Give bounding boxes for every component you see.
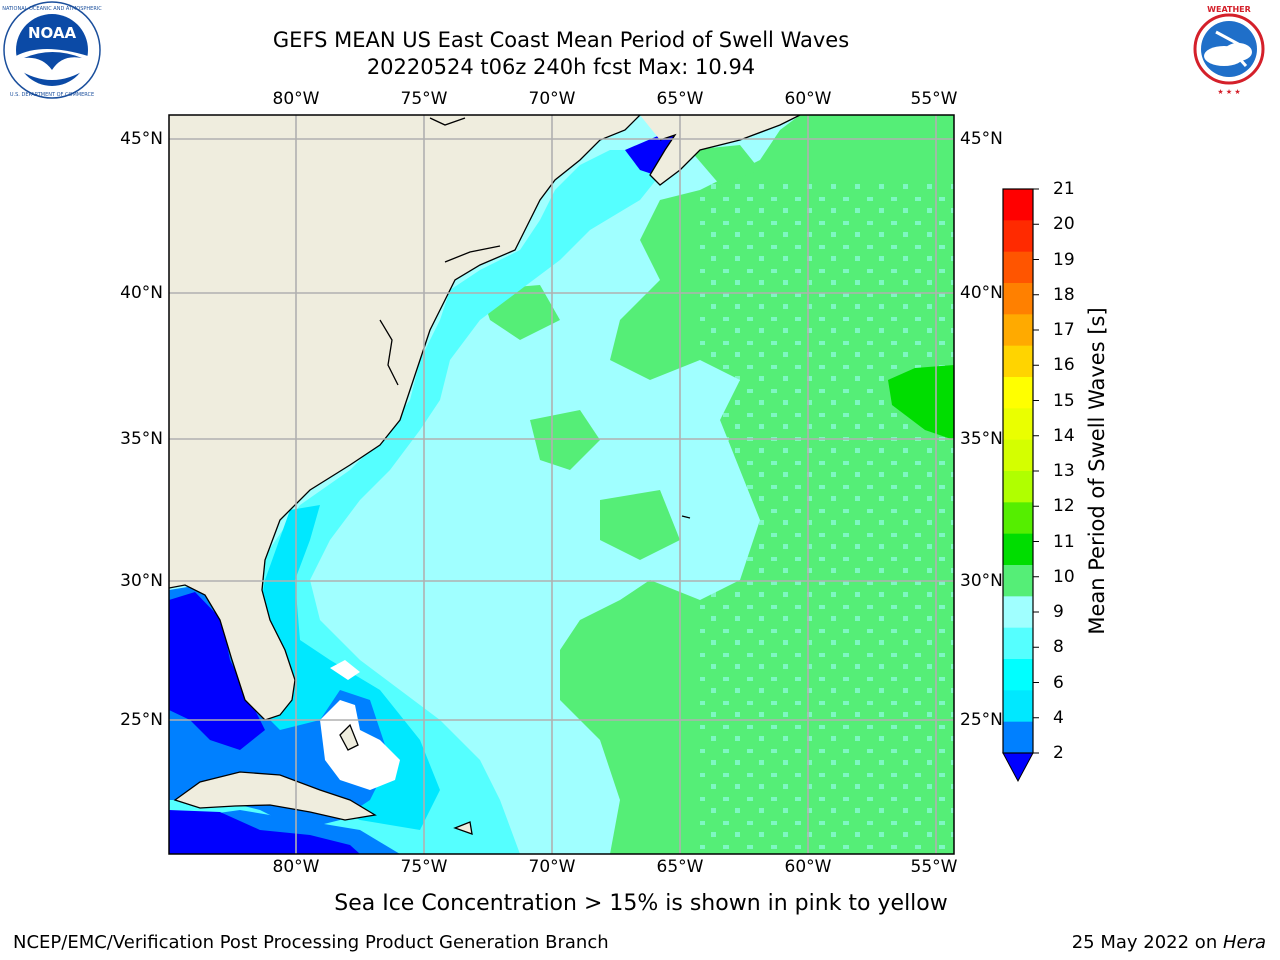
contour-9-10-patch-d [690, 145, 760, 185]
contour-below-2-a [169, 592, 265, 750]
colorbar-segment [1003, 408, 1033, 441]
colorbar-tick-label: 9 [1053, 602, 1064, 622]
lon-label-top-60w: 60°W [784, 89, 832, 109]
lon-label-top-70w: 70°W [528, 89, 576, 109]
noaa-logo: NOAA NATIONAL OCEANIC AND ATMOSPHERIC U.… [2, 1, 102, 99]
colorbar-segment [1003, 251, 1033, 284]
contour-below-2-b [169, 810, 360, 854]
svg-text:U.S. DEPARTMENT OF COMMERCE: U.S. DEPARTMENT OF COMMERCE [10, 92, 94, 98]
credit-line: NCEP/EMC/Verification Post Processing Pr… [13, 932, 609, 953]
bahamas-islands [340, 725, 472, 834]
nws-logo: WEATHER ★ ★ ★ [1182, 2, 1276, 96]
colorbar-segment [1003, 377, 1033, 409]
colorbar-segment [1003, 627, 1033, 660]
lat-label-left-40n: 40°N [120, 283, 163, 303]
colorbar-segment [1003, 690, 1033, 723]
colorbar-tick-label: 16 [1053, 355, 1075, 376]
lat-label-left-45n: 45°N [120, 129, 163, 149]
contour-below-2-gulf-maine [625, 125, 685, 175]
lat-label-right-30n: 30°N [960, 571, 1003, 591]
lon-label-bottom-65w: 65°W [656, 857, 704, 877]
machine-name: Hera [1222, 932, 1266, 953]
graticule [169, 115, 954, 854]
contour-9-10-patch-c [600, 490, 680, 560]
colorbar-segment [1003, 721, 1033, 754]
chart-subtitle: 20220524 t06z 240h fcst Max: 10.94 [366, 55, 756, 79]
lat-label-left-30n: 30°N [120, 571, 163, 591]
contour-9-10-patch-a [530, 410, 600, 470]
colorbar-segment [1003, 189, 1033, 221]
colorbar-segment [1003, 283, 1033, 315]
colorbar-tick-label: 2 [1053, 743, 1064, 763]
colorbar-tick-label: 20 [1053, 214, 1075, 235]
lon-label-bottom-55w: 55°W [910, 857, 958, 877]
colorbar-segment [1003, 471, 1033, 503]
run-date-text: 25 May 2022 on [1071, 932, 1223, 953]
grand-bahama-mask [330, 660, 360, 680]
colorbar-segment [1003, 345, 1033, 378]
colorbar-segment [1003, 220, 1033, 253]
colorbar-tick-label: 17 [1053, 320, 1075, 340]
lat-label-right-35n: 35°N [960, 429, 1003, 449]
bahamas-mask [320, 700, 400, 790]
lat-label-right-40n: 40°N [960, 283, 1003, 303]
colorbar-segment [1003, 439, 1033, 472]
colorbar-tick-label: 15 [1053, 390, 1075, 411]
lon-label-top-80w: 80°W [272, 89, 320, 109]
lat-label-right-25n: 25°N [960, 710, 1003, 730]
colorbar-segment [1003, 596, 1033, 629]
svg-text:★ ★ ★: ★ ★ ★ [1217, 88, 1240, 96]
chart-title: GEFS MEAN US East Coast Mean Period of S… [272, 28, 850, 52]
lon-label-bottom-80w: 80°W [272, 857, 320, 877]
svg-text:NATIONAL OCEANIC AND ATMOSPHER: NATIONAL OCEANIC AND ATMOSPHERIC [2, 6, 102, 12]
colorbar [1002, 188, 1039, 783]
colorbar-segment [1003, 659, 1033, 691]
lat-label-left-25n: 25°N [120, 710, 163, 730]
contour-10-11 [888, 365, 954, 440]
colorbar-title: Mean Period of Swell Waves [s] [1085, 307, 1109, 635]
lon-label-bottom-70w: 70°W [528, 857, 576, 877]
us-landmass [169, 115, 640, 720]
lon-label-top-75w: 75°W [400, 89, 448, 109]
colorbar-under-arrow [1002, 752, 1034, 783]
lat-label-right-45n: 45°N [960, 129, 1003, 149]
colorbar-tick-label: 19 [1053, 249, 1075, 270]
colorbar-tick-label: 21 [1053, 179, 1075, 199]
colorbar-tick-label: 8 [1053, 637, 1064, 658]
colorbar-tick-label: 14 [1053, 425, 1075, 446]
map-frame [168, 114, 955, 855]
lon-label-top-55w: 55°W [910, 89, 958, 109]
colorbar-tick-label: 4 [1053, 707, 1064, 728]
colorbar-tick-label: 13 [1053, 461, 1075, 481]
colorbar-tick-label: 12 [1053, 496, 1075, 517]
svg-text:NOAA: NOAA [28, 24, 77, 42]
coastlines [169, 115, 801, 835]
lat-label-left-35n: 35°N [120, 429, 163, 449]
run-date: 25 May 2022 on Hera [1072, 932, 1266, 954]
colorbar-tick-label: 6 [1053, 672, 1064, 693]
lon-label-bottom-75w: 75°W [400, 857, 448, 877]
sea-ice-note: Sea Ice Concentration > 15% is shown in … [334, 891, 948, 916]
lon-label-bottom-60w: 60°W [784, 857, 832, 877]
cuba-land [175, 772, 375, 820]
colorbar-tick-label: 10 [1053, 566, 1075, 587]
colorbar-segment [1003, 533, 1033, 566]
colorbar-segment [1003, 565, 1033, 597]
colorbar-segment [1003, 314, 1033, 347]
svg-text:WEATHER: WEATHER [1207, 5, 1251, 14]
colorbar-segment [1003, 502, 1033, 535]
colorbar-tick-label: 11 [1053, 531, 1075, 552]
colorbar-tick-label: 18 [1053, 284, 1075, 305]
lon-label-top-65w: 65°W [656, 89, 704, 109]
